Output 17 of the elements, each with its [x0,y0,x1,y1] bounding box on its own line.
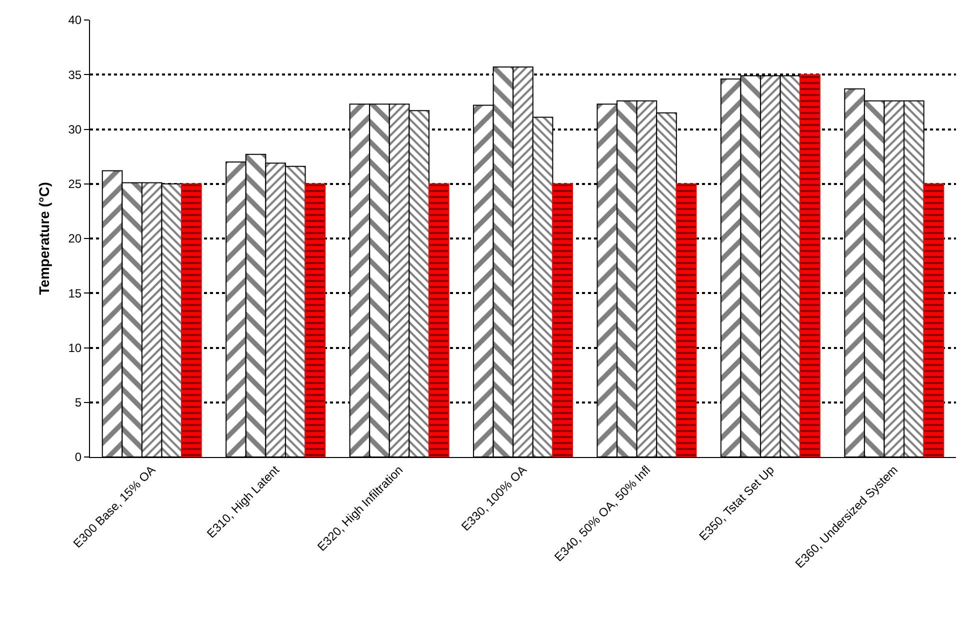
bar [552,183,573,457]
y-tick-label: 0 [74,450,82,464]
y-tick-label: 40 [68,13,82,28]
bar [428,183,450,457]
y-tick-label: 25 [68,177,82,192]
y-tick-label: 10 [68,340,82,355]
y-tick-label: 35 [68,68,82,82]
bar [181,183,202,457]
y-tick-label: 15 [68,286,82,300]
bar [800,74,820,457]
bar [923,183,944,457]
bar [676,183,697,457]
y-tick-label: 30 [68,122,82,136]
bar [304,183,326,457]
y-tick-label: 20 [68,232,82,246]
y-axis-title: Temperature (°C) [36,182,52,295]
y-tick-label: 5 [74,396,82,410]
